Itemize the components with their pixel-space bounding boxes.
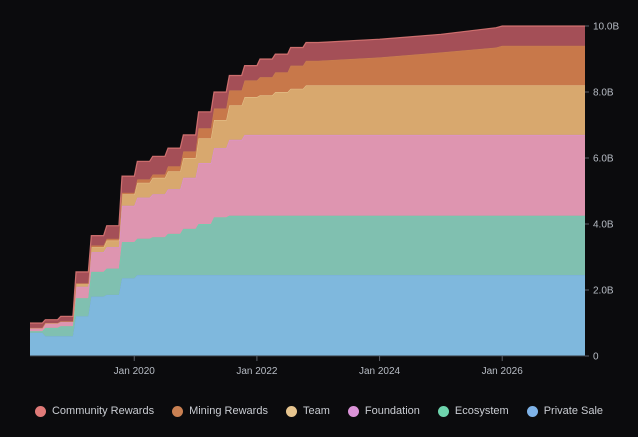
area-private-sale[interactable] (30, 275, 585, 356)
y-tick-label: 4.0B (593, 220, 614, 231)
x-tick-label: Jan 2020 (114, 366, 156, 377)
legend-item-foundation[interactable]: Foundation (347, 405, 420, 417)
legend-swatch-icon (526, 405, 538, 417)
y-tick-label: 0 (593, 352, 599, 363)
x-axis: Jan 2020 Jan 2022 Jan 2024 Jan 2026 (30, 355, 585, 377)
legend-label: Mining Rewards (189, 405, 268, 417)
x-tick-label: Jan 2024 (359, 366, 401, 377)
y-tick-label: 8.0B (593, 88, 614, 99)
legend-item-mining-rewards[interactable]: Mining Rewards (172, 405, 268, 417)
legend-item-community-rewards[interactable]: Community Rewards (34, 405, 155, 417)
area-foundation[interactable] (30, 134, 585, 332)
legend-swatch-icon (172, 405, 184, 417)
y-tick-label: 6.0B (593, 154, 614, 165)
chart-legend: Community Rewards Mining Rewards Team Fo… (0, 405, 638, 417)
line-community-rewards (30, 25, 585, 324)
x-tick-label: Jan 2022 (236, 366, 278, 377)
legend-item-ecosystem[interactable]: Ecosystem (437, 405, 509, 417)
legend-swatch-icon (285, 405, 297, 417)
y-tick-label: 10.0B (593, 22, 619, 33)
series-areas (30, 25, 585, 356)
legend-swatch-icon (437, 405, 449, 417)
legend-swatch-icon (347, 405, 359, 417)
y-tick-label: 2.0B (593, 286, 614, 297)
legend-label: Foundation (364, 405, 420, 417)
area-mining-rewards[interactable] (30, 45, 585, 328)
legend-label: Ecosystem (454, 405, 509, 417)
y-axis: 0 2.0B 4.0B 6.0B 8.0B 10.0B (585, 22, 619, 363)
legend-item-team[interactable]: Team (285, 405, 330, 417)
legend-swatch-icon (34, 405, 46, 417)
area-team[interactable] (30, 85, 585, 328)
legend-item-private-sale[interactable]: Private Sale (526, 405, 604, 417)
x-tick-label: Jan 2026 (482, 366, 524, 377)
legend-label: Team (302, 405, 330, 417)
area-community-rewards[interactable] (30, 26, 585, 328)
legend-label: Private Sale (543, 405, 604, 417)
area-ecosystem[interactable] (30, 215, 585, 337)
legend-label: Community Rewards (51, 405, 155, 417)
